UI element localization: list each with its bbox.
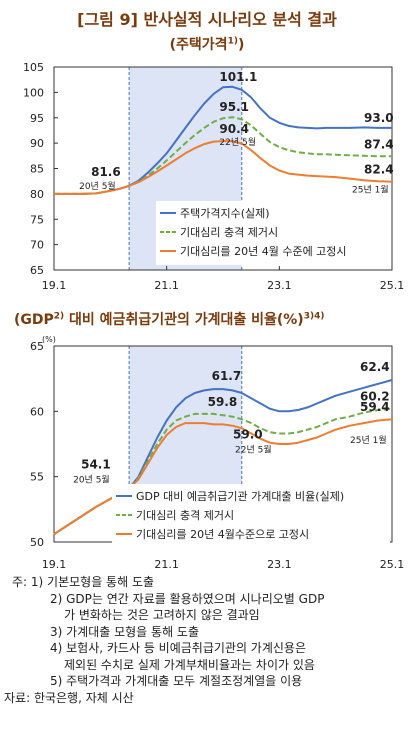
c1-series-line-2	[53, 407, 393, 536]
footnotes: 주: 1) 기본모형을 통해 도출 2) GDP는 연간 자료를 활용하였으며 …	[4, 574, 410, 706]
house-price-chart: 65 70 75 80 85 90 95 100 105 19.1 21.1 23.1 25.1 101.…	[23, 61, 405, 292]
c1-y-tick-label: 50	[30, 536, 44, 549]
c0-legend-label-1: 주택가격지수(실제)	[180, 207, 270, 220]
c1-x-tick-label: 23.1	[267, 558, 292, 571]
c0-data-label: 93.0	[364, 111, 394, 125]
footnote-2b: 가 변화하는 것은 고려하지 않은 결과임	[64, 608, 260, 622]
c0-y-tick-label: 90	[30, 137, 44, 150]
panel2-title-unit: (%)	[276, 312, 304, 328]
footnote-2a: 2) GDP는 연간 자료를 활용하였으며 시나리오별 GDP	[50, 591, 325, 606]
c0-legend-label-2: 기대심리 충격 제거시	[180, 226, 278, 239]
footnote-4a: 4) 보험사, 카드사 등 비예금취급기관의 가계신용은	[50, 641, 307, 655]
c0-series-line-2	[54, 116, 392, 195]
c0-x-tick-label: 25.1	[380, 279, 405, 292]
c0-y-tick-label: 75	[30, 213, 44, 226]
panel1-title-close: )	[237, 37, 245, 53]
c1-data-label: 61.7	[212, 369, 242, 383]
c1-data-label: 59.8	[208, 395, 238, 409]
c0-y-tick-label: 105	[23, 61, 44, 74]
c1-legend-box	[112, 484, 390, 548]
c1-data-label-date: 25년 1월	[350, 434, 387, 446]
footnote-5: 5) 주택가격과 가계대출 모두 계절조정계열을 이용	[50, 674, 303, 688]
c1-data-label: 60.2	[360, 390, 390, 404]
panel1-title: (주택가격1))	[0, 34, 414, 54]
c0-series-line-3	[54, 140, 393, 195]
panel1-title-footnote: 1)	[227, 36, 238, 47]
c0-x-tick-label: 21.1	[154, 279, 179, 292]
c0-legend-label-3: 기대심리를 20년 4월 수준에 고정시	[180, 245, 347, 258]
c1-x-tick-label: 21.1	[154, 558, 179, 571]
c0-y-tick-label: 85	[30, 163, 44, 176]
c0-data-label-date: 20년 5월	[79, 180, 116, 192]
c0-y-tick-label: 95	[30, 112, 44, 125]
footnote-4b: 제외된 수치로 실제 가계부채비율과는 차이가 있음	[64, 657, 315, 672]
c0-data-label: 101.1	[219, 70, 257, 84]
c1-legend-label-2: 기대심리 충격 제거시	[136, 509, 234, 522]
c0-data-label: 95.1	[219, 100, 249, 114]
c1-legend-label-1: GDP 대비 예금취급기관 가계대출 비율(실제)	[136, 490, 344, 503]
c1-data-label: 62.4	[360, 360, 390, 374]
c0-x-tick-label: 23.1	[267, 279, 292, 292]
source-note: 자료: 한국은행, 자체 시산	[4, 690, 134, 705]
c1-data-label: 59.0	[233, 427, 263, 441]
c0-data-label: 90.4	[219, 122, 249, 136]
c0-data-label: 81.6	[91, 165, 121, 179]
c0-data-label: 87.4	[364, 137, 394, 151]
panel2-title: (GDP2) 대비 예금취급기관의 가계대출 비율(%)3)4)	[14, 309, 324, 329]
c1-x-tick-label: 19.1	[42, 558, 67, 571]
c1-legend-label-3: 기대심리를 20년 4월수준으로 고정시	[136, 528, 309, 541]
c0-y-tick-label: 80	[30, 188, 44, 201]
c0-data-label-date: 22년 5월	[219, 136, 256, 148]
c1-data-label-date: 20년 5월	[73, 473, 110, 485]
c1-y-tick-label: 55	[30, 471, 44, 484]
panel2-title-footnote-2: 3)4)	[303, 311, 325, 322]
panel2-title-text: (GDP	[14, 312, 54, 328]
c1-data-label: 59.4	[360, 400, 390, 414]
footnote-1: 주: 1) 기본모형을 통해 도출	[12, 575, 155, 589]
c0-y-tick-label: 65	[30, 264, 44, 277]
household-loan-ratio-chart: 50 55 60 65(%) 19.1 21.1 23.1 25.1 61.7 59.8 59.0 2…	[30, 335, 405, 571]
c0-legend-box	[156, 201, 390, 265]
c0-data-label: 82.4	[364, 163, 394, 177]
c1-y-unit-label: (%)	[42, 335, 56, 344]
panel2-title-mid: 대비 예금취급기관의 가계대출 비율	[64, 312, 277, 328]
c0-x-tick-label: 19.1	[42, 279, 67, 292]
panel2-title-footnote-1: 2)	[53, 311, 65, 322]
figure-title: [그림 9] 반사실적 시나리오 분석 결과	[77, 10, 337, 29]
c1-data-label: 54.1	[81, 457, 111, 471]
c1-y-tick-label: 65	[30, 340, 44, 353]
panel1-title-text: (주택가격	[169, 37, 228, 53]
c0-y-tick-label: 70	[30, 239, 44, 252]
c1-data-label-date: 22년 5월	[235, 443, 272, 455]
c0-data-label-date: 25년 1월	[352, 184, 389, 196]
footnote-3: 3) 가계대출 모형을 통해 도출	[50, 624, 200, 639]
c0-y-tick-label: 100	[23, 86, 44, 99]
c1-y-tick-label: 60	[30, 405, 44, 418]
c1-x-tick-label: 25.1	[380, 558, 405, 571]
